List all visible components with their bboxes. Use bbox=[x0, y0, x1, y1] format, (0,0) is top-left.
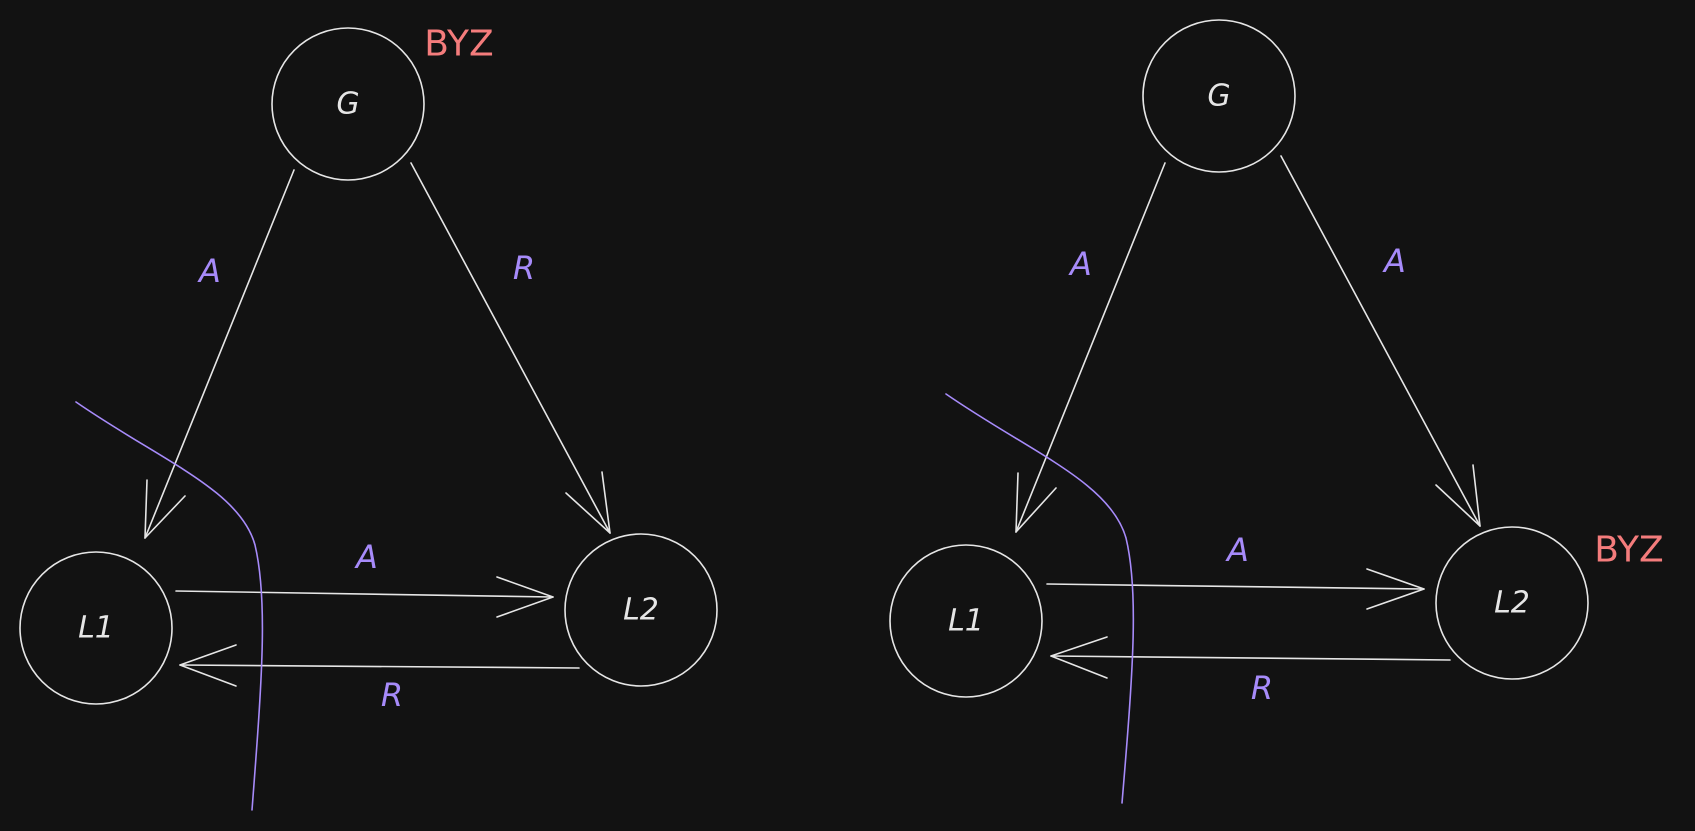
left-partition-curve bbox=[75, 401, 264, 811]
right-general-label: G bbox=[1207, 79, 1230, 114]
left-l2-node bbox=[564, 533, 718, 687]
left-general-node bbox=[271, 27, 425, 181]
left-edge-l1-to-l2 bbox=[175, 590, 554, 598]
left-label-l1-to-l2: A bbox=[354, 538, 378, 576]
right-edge-l2-to-l1 bbox=[1050, 655, 1451, 661]
right-l2-node bbox=[1435, 526, 1589, 680]
right-label-l1-to-l2: A bbox=[1225, 531, 1249, 569]
right-label-g-to-l1: A bbox=[1068, 245, 1092, 283]
left-arrowhead-g-to-l1 bbox=[144, 479, 186, 539]
right-arrowhead-g-to-l2 bbox=[1435, 464, 1481, 527]
right-arrowhead-l2-to-l1 bbox=[1050, 636, 1108, 679]
right-label-g-to-l2: A bbox=[1382, 242, 1406, 280]
left-label-g-to-l2: R bbox=[513, 249, 535, 287]
left-label-g-to-l1: A bbox=[197, 252, 221, 290]
right-edge-g-to-l1 bbox=[1015, 162, 1166, 533]
left-scenario: G L1 L2 BYZ A R A R bbox=[19, 24, 718, 811]
left-edge-l2-to-l1 bbox=[179, 664, 580, 669]
right-l2-label: L2 bbox=[1494, 586, 1530, 621]
right-byz-tag: BYZ bbox=[1594, 530, 1663, 571]
left-l1-node bbox=[19, 551, 173, 705]
right-arrowhead-g-to-l1 bbox=[1015, 472, 1057, 533]
left-byz-tag: BYZ bbox=[424, 24, 493, 65]
right-partition-curve bbox=[945, 393, 1135, 804]
left-l1-label: L1 bbox=[78, 611, 114, 646]
left-arrowhead-g-to-l2 bbox=[565, 471, 611, 534]
left-arrowhead-l1-to-l2 bbox=[496, 576, 554, 618]
right-edge-l1-to-l2 bbox=[1046, 583, 1425, 590]
left-general-label: G bbox=[336, 87, 359, 122]
right-scenario: G L1 L2 BYZ A A A R bbox=[889, 19, 1664, 804]
right-edge-g-to-l2 bbox=[1280, 155, 1481, 527]
left-label-l2-to-l1: R bbox=[381, 676, 403, 714]
right-general-node bbox=[1142, 19, 1296, 173]
left-arrowhead-l2-to-l1 bbox=[179, 644, 237, 687]
left-l2-label: L2 bbox=[623, 593, 659, 628]
left-edge-g-to-l1 bbox=[144, 169, 295, 539]
right-l1-node bbox=[889, 544, 1043, 698]
left-edge-g-to-l2 bbox=[410, 162, 611, 534]
right-l1-label: L1 bbox=[948, 604, 984, 639]
right-arrowhead-l1-to-l2 bbox=[1366, 568, 1425, 610]
right-label-l2-to-l1: R bbox=[1251, 669, 1273, 707]
